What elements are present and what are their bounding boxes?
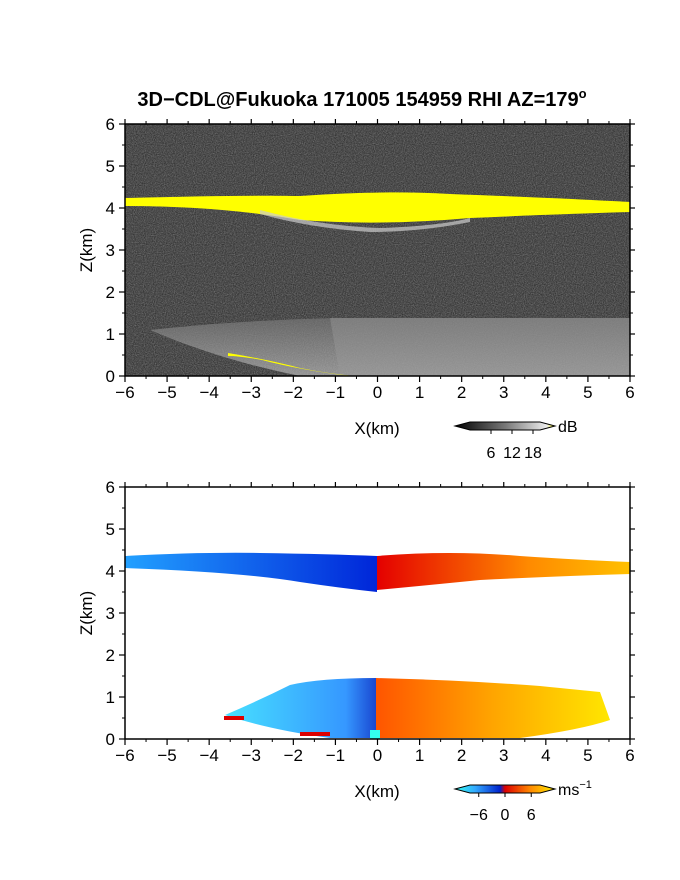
- x-tick-label: −6: [115, 383, 134, 402]
- boundary-layer-positive: [376, 678, 610, 738]
- top-axis-ticks: −6 −5 −4 −3 −2 −1 0 1 2 3 4 5 6 0 1 2 3 4 5 6: [106, 115, 635, 402]
- y-tick-label: 4: [106, 562, 115, 581]
- x-tick-label: −3: [242, 746, 261, 765]
- y-tick-label: 1: [106, 688, 115, 707]
- x-tick-label: −5: [157, 746, 176, 765]
- top-colorbar-unit: dB: [558, 419, 578, 436]
- bottom-axis-ticks: −6 −5 −4 −3 −2 −1 0 1 2 3 4 5 6 0 1 2 3 4 5 6: [106, 478, 635, 765]
- x-tick-label: −1: [326, 746, 345, 765]
- bottom-colorbar: ms−1 −6 0 6: [453, 779, 592, 824]
- y-tick-label: 1: [106, 325, 115, 344]
- y-tick-label: 4: [106, 199, 115, 218]
- x-tick-label: 6: [625, 383, 634, 402]
- cloud-layer-positive: [377, 553, 630, 590]
- boundary-layer-negative: [225, 678, 376, 738]
- y-tick-label: 5: [106, 520, 115, 539]
- x-tick-label: 6: [625, 746, 634, 765]
- x-tick-label: 5: [583, 383, 592, 402]
- x-tick-label: 2: [457, 746, 466, 765]
- bottom-ylabel: Z(km): [77, 591, 96, 635]
- y-tick-label: 0: [106, 730, 115, 749]
- colorbar-tick-label: 12: [503, 445, 521, 462]
- top-colorbar: dB 6 12 18: [453, 419, 578, 462]
- x-tick-label: −4: [199, 746, 218, 765]
- bottom-panel-image: [125, 487, 630, 739]
- x-tick-label: 4: [541, 746, 550, 765]
- y-tick-label: 6: [106, 115, 115, 134]
- x-tick-label: 4: [541, 383, 550, 402]
- x-tick-label: −5: [157, 383, 176, 402]
- top-xlabel: X(km): [354, 419, 399, 438]
- y-tick-label: 3: [106, 241, 115, 260]
- bottom-xlabel: X(km): [354, 782, 399, 801]
- x-tick-label: −2: [284, 383, 303, 402]
- top-ylabel: Z(km): [77, 228, 96, 272]
- x-tick-label: 3: [499, 746, 508, 765]
- colorbar-tick-label: 6: [487, 445, 496, 462]
- cloud-layer: [125, 192, 630, 223]
- y-tick-label: 3: [106, 604, 115, 623]
- cloud-layer-negative: [125, 552, 377, 592]
- colorbar-tick-label: 18: [524, 445, 542, 462]
- y-tick-label: 5: [106, 157, 115, 176]
- bottom-colorbar-unit: ms−1: [558, 779, 592, 799]
- top-panel-image: [125, 124, 630, 376]
- x-tick-label: −2: [284, 746, 303, 765]
- x-tick-label: −4: [199, 383, 218, 402]
- y-tick-label: 2: [106, 646, 115, 665]
- x-tick-label: 5: [583, 746, 592, 765]
- y-tick-label: 2: [106, 283, 115, 302]
- x-tick-label: 2: [457, 383, 466, 402]
- x-tick-label: 1: [415, 746, 424, 765]
- colorbar-tick-label: −6: [470, 807, 488, 824]
- x-tick-label: −1: [326, 383, 345, 402]
- x-tick-label: 1: [415, 383, 424, 402]
- colorbar-tick-label: 6: [527, 807, 536, 824]
- chart-title: 3D−CDL@Fukuoka 171005 154959 RHI AZ=179o: [137, 86, 586, 111]
- y-tick-label: 0: [106, 367, 115, 386]
- x-tick-label: 0: [373, 746, 382, 765]
- x-tick-label: 0: [373, 383, 382, 402]
- x-tick-label: −6: [115, 746, 134, 765]
- x-tick-label: −3: [242, 383, 261, 402]
- colorbar-tick-label: 0: [501, 807, 510, 824]
- low-level-return: [228, 353, 355, 376]
- x-tick-label: 3: [499, 383, 508, 402]
- y-tick-label: 6: [106, 478, 115, 497]
